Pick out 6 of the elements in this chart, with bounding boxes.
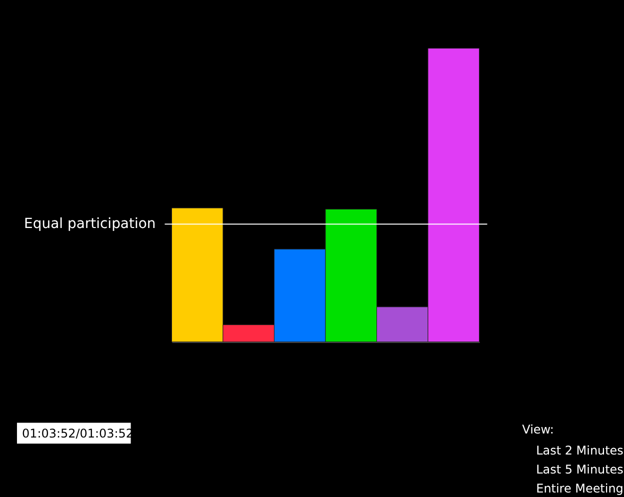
text: Entire Meeting [536,482,624,496]
ref-line-label: Equal participation [24,216,156,232]
text: Last 5 Minutes [536,462,624,477]
text: Last 2 Minutes [536,444,624,458]
text: 01:03:52/01:03:52 [22,426,134,441]
text: View: [522,422,554,437]
